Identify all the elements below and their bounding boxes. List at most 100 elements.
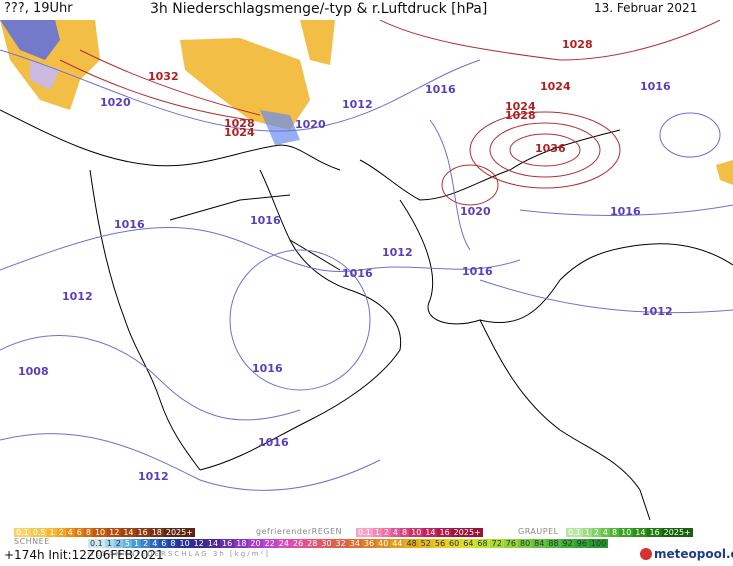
frz-value: 0.1 bbox=[356, 528, 373, 537]
isobar-label: 1012 bbox=[138, 470, 169, 483]
snow-title: SCHNEE bbox=[14, 537, 50, 546]
precipitation-legend: 0.1 0.5 1 2 4 6 8 10 12 14 16 18 2025+ S… bbox=[0, 522, 733, 566]
graupel-value: 2 bbox=[591, 528, 601, 537]
isobar-label: 1012 bbox=[382, 246, 413, 259]
total-value: 32 bbox=[333, 539, 348, 548]
total-value: 30 bbox=[319, 539, 334, 548]
total-value: 1 bbox=[104, 539, 114, 548]
frz-value: 1 bbox=[372, 528, 382, 537]
total-value: 2 bbox=[141, 539, 151, 548]
snow-value: 10 bbox=[92, 528, 108, 537]
frz-value: 14 bbox=[423, 528, 438, 537]
graupel-title: GRAUPEL bbox=[518, 527, 559, 536]
total-value: 72 bbox=[489, 539, 504, 548]
snow-value: 12 bbox=[107, 528, 122, 537]
graupel-scale: 0.1 1 2 4 8 10 14 16 2025+ bbox=[566, 528, 693, 537]
total-value: 24 bbox=[276, 539, 291, 548]
total-value: 84 bbox=[532, 539, 547, 548]
isobar-label: 1016 bbox=[114, 218, 145, 231]
total-value: 36 bbox=[361, 539, 377, 548]
logo-icon bbox=[640, 548, 652, 560]
total-value: 8 bbox=[168, 539, 178, 548]
frz-value: 8 bbox=[400, 528, 410, 537]
graupel-value: 8 bbox=[610, 528, 620, 537]
total-value: 12 bbox=[191, 539, 206, 548]
graupel-value: 16 bbox=[647, 528, 662, 537]
map-title: 3h Niederschlagsmenge/-typ & r.Luftdruck… bbox=[150, 1, 488, 17]
graupel-value: 1 bbox=[582, 528, 592, 537]
total-value: 18 bbox=[234, 539, 249, 548]
isobars-low bbox=[0, 49, 733, 491]
isobar-label: 1024 bbox=[224, 126, 255, 139]
snow-value: 18 bbox=[149, 528, 164, 537]
total-value: 20 bbox=[248, 539, 263, 548]
isobar-label: 1024 bbox=[505, 100, 536, 113]
init-label: +174h Init:12Z06FEB2021 bbox=[4, 548, 164, 562]
total-value: 10 bbox=[177, 539, 192, 548]
isobar-label: 1016 bbox=[252, 362, 283, 375]
total-value: 34 bbox=[347, 539, 362, 548]
snow-value: 0.5 bbox=[30, 528, 48, 537]
isobar-label: 1020 bbox=[460, 205, 491, 218]
graupel-value: 4 bbox=[600, 528, 611, 537]
isobar-label: 1028 bbox=[505, 109, 536, 122]
total-value: 56 bbox=[432, 539, 448, 548]
graupel-value: 10 bbox=[619, 528, 634, 537]
graupel-value: 0.1 bbox=[566, 528, 583, 537]
total-value: 92 bbox=[560, 539, 575, 548]
isobar-label: 1012 bbox=[642, 305, 673, 318]
map-header: ???, 19Uhr 3h Niederschlagsmenge/-typ & … bbox=[0, 0, 733, 20]
snow-value: 2025+ bbox=[163, 528, 195, 537]
isobar-label: 1016 bbox=[462, 265, 493, 278]
total-value: 0.1 bbox=[88, 539, 105, 548]
isobar-label: 1012 bbox=[342, 98, 373, 111]
meteopool-logo[interactable]: meteopool.org bbox=[640, 547, 733, 561]
total-value: 16 bbox=[220, 539, 235, 548]
total-precip-scale: 0.1 1 2 5 1 2 4 6 8 10 12 14 16 18 20 22… bbox=[88, 539, 609, 548]
run-label: ???, 19Uhr bbox=[4, 1, 73, 16]
total-value: 2 bbox=[113, 539, 123, 548]
total-value: 22 bbox=[262, 539, 277, 548]
total-value: 88 bbox=[546, 539, 561, 548]
snow-value: 2 bbox=[56, 528, 66, 537]
total-value: 52 bbox=[418, 539, 433, 548]
isobars-high bbox=[59, 20, 721, 206]
isobar-label: 1024 bbox=[540, 80, 571, 93]
isobar-label: 1036 bbox=[535, 142, 566, 155]
frz-value: 16 bbox=[437, 528, 452, 537]
total-value: 48 bbox=[404, 539, 419, 548]
total-value: 64 bbox=[461, 539, 476, 548]
snow-value: 16 bbox=[135, 528, 150, 537]
graupel-value: 2025+ bbox=[661, 528, 693, 537]
isobar-label: 1028 bbox=[224, 117, 255, 130]
coastlines bbox=[0, 109, 733, 521]
total-value: 14 bbox=[205, 539, 221, 548]
isobar-label: 1008 bbox=[18, 365, 49, 378]
total-value: 44 bbox=[390, 539, 405, 548]
total-value: 4 bbox=[150, 539, 160, 548]
total-value: 60 bbox=[447, 539, 462, 548]
total-value: 1 bbox=[132, 539, 142, 548]
precipitation-areas bbox=[0, 20, 733, 185]
isobar-label: 1016 bbox=[425, 83, 456, 96]
frz-value: 2025+ bbox=[451, 528, 483, 537]
snow-value: 8 bbox=[83, 528, 93, 537]
isobar-label: 1016 bbox=[250, 214, 281, 227]
graupel-value: 14 bbox=[633, 528, 648, 537]
total-value: 80 bbox=[517, 539, 533, 548]
freezing-rain-title: gefrierenderREGEN bbox=[256, 527, 342, 536]
snow-value: 6 bbox=[74, 528, 84, 537]
isobar-label: 1016 bbox=[342, 267, 373, 280]
frz-value: 10 bbox=[409, 528, 424, 537]
total-value: 5 bbox=[122, 539, 133, 548]
total-value: 96 bbox=[574, 539, 589, 548]
freezing-rain-scale: 0.1 1 2 4 8 10 14 16 2025+ bbox=[356, 528, 483, 537]
frz-value: 2 bbox=[381, 528, 391, 537]
total-value: 68 bbox=[475, 539, 490, 548]
isobar-label: 1016 bbox=[258, 436, 289, 449]
snow-value: 0.1 bbox=[14, 528, 31, 537]
isobar-label: 1016 bbox=[640, 80, 671, 93]
total-value: 6 bbox=[159, 539, 169, 548]
total-value: 40 bbox=[376, 539, 391, 548]
snow-value: 1 bbox=[47, 528, 57, 537]
